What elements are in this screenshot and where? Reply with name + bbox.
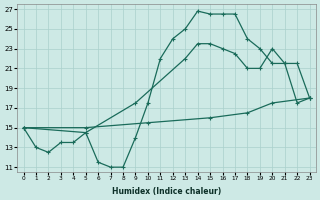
X-axis label: Humidex (Indice chaleur): Humidex (Indice chaleur) [112, 187, 221, 196]
